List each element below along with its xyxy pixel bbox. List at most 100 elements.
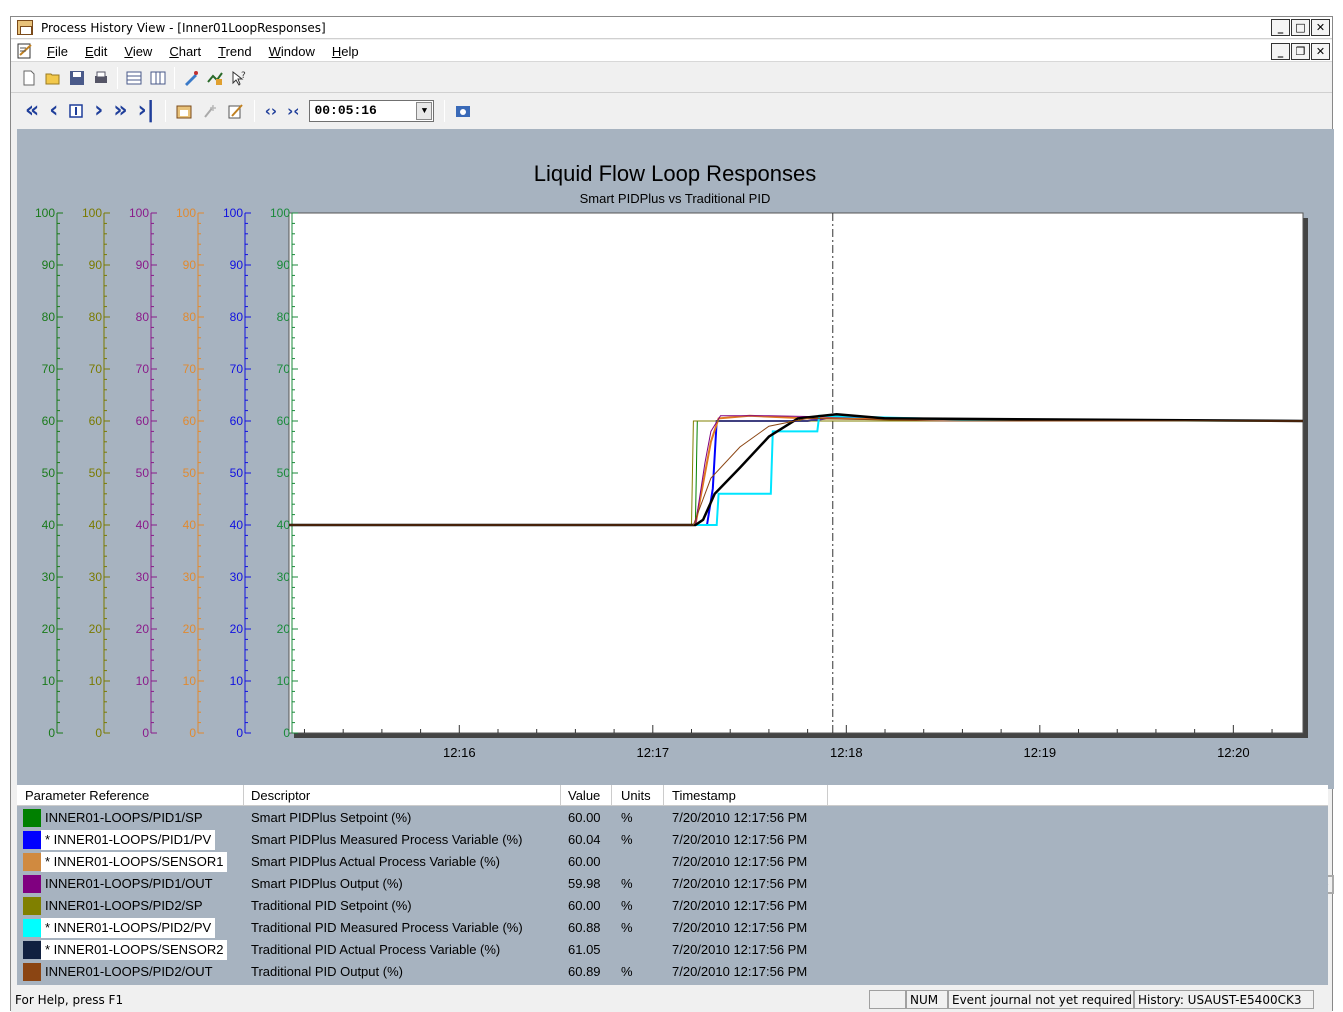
- trend-chart[interactable]: Liquid Flow Loop Responses Smart PIDPlus …: [17, 129, 1334, 763]
- table-row[interactable]: INNER01-LOOPS/PID2/SP Traditional PID Set…: [17, 895, 1328, 917]
- zoom-in-icon[interactable]: ‹›: [264, 102, 278, 120]
- header-parameter-reference[interactable]: Parameter Reference: [25, 788, 150, 803]
- header-value[interactable]: Value: [568, 788, 601, 803]
- window-title: Process History View - [Inner01LoopRespo…: [41, 21, 326, 35]
- parameter-reference: INNER01-LOOPS/PID1/OUT: [45, 876, 213, 891]
- table-row[interactable]: * INNER01-LOOPS/SENSOR1 Smart PIDPlus Act…: [17, 851, 1328, 873]
- add-pen-icon[interactable]: [202, 103, 218, 119]
- fast-forward-icon[interactable]: »: [113, 98, 128, 123]
- minimize-button[interactable]: _: [1271, 19, 1290, 36]
- y-tick-label: 0: [236, 726, 243, 740]
- first-icon[interactable]: «: [25, 98, 40, 123]
- mdi-close-button[interactable]: ✕: [1311, 43, 1330, 60]
- menu-edit[interactable]: Edit: [84, 44, 108, 59]
- history-icon[interactable]: [176, 103, 192, 119]
- pen-color-swatch: [23, 941, 41, 959]
- series-line-5: [289, 414, 1304, 526]
- menu-view[interactable]: View: [124, 44, 153, 59]
- menu-chart[interactable]: Chart: [169, 44, 202, 59]
- new-icon[interactable]: [21, 70, 37, 86]
- timestamp: 7/20/2010 12:17:56 PM: [672, 854, 808, 869]
- y-tick-label: 20: [277, 622, 291, 636]
- last-icon[interactable]: ›|: [137, 98, 155, 123]
- table-row[interactable]: INNER01-LOOPS/PID2/OUT Traditional PID Ou…: [17, 961, 1328, 983]
- y-tick-label: 60: [277, 414, 291, 428]
- x-tick-label: 12:20: [1217, 745, 1250, 760]
- next-icon[interactable]: ›: [94, 98, 104, 123]
- snapshot-icon[interactable]: [455, 103, 471, 119]
- parameter-reference: INNER01-LOOPS/PID2/OUT: [45, 964, 213, 979]
- save-icon[interactable]: [69, 70, 85, 86]
- header-units[interactable]: Units: [621, 788, 651, 803]
- vertical-split-icon[interactable]: [150, 70, 166, 86]
- y-tick-label: 50: [89, 466, 103, 480]
- horizontal-split-icon[interactable]: [126, 70, 142, 86]
- y-tick-label: 40: [183, 518, 197, 532]
- y-tick-label: 70: [230, 362, 244, 376]
- descriptor: Traditional PID Actual Process Variable …: [251, 942, 501, 957]
- pen-icon[interactable]: [183, 70, 199, 86]
- previous-icon[interactable]: ‹: [49, 98, 59, 123]
- y-tick-label: 70: [136, 362, 150, 376]
- y-tick-label: 70: [89, 362, 103, 376]
- value: 60.04: [568, 832, 601, 847]
- table-row[interactable]: * INNER01-LOOPS/PID2/PV Traditional PID M…: [17, 917, 1328, 939]
- mdi-minimize-button[interactable]: _: [1271, 43, 1290, 60]
- pen-color-swatch: [23, 897, 41, 915]
- navigation-toolbar: « ‹ › » ›| ‹› ›‹ 00:05:16 ▼: [11, 94, 1332, 127]
- help-pointer-icon[interactable]: ?: [231, 70, 247, 86]
- trend-chart-panel: Liquid Flow Loop Responses Smart PIDPlus …: [17, 129, 1334, 894]
- units: %: [621, 964, 633, 979]
- print-icon[interactable]: [93, 70, 109, 86]
- y-tick-label: 70: [183, 362, 197, 376]
- time-span-value: 00:05:16: [314, 103, 377, 118]
- y-tick-label: 90: [277, 258, 291, 272]
- menu-window[interactable]: Window: [268, 44, 315, 59]
- edit-pen-icon[interactable]: [228, 103, 244, 119]
- mdi-restore-button[interactable]: ❐: [1291, 43, 1310, 60]
- y-tick-label: 10: [136, 674, 150, 688]
- table-row[interactable]: INNER01-LOOPS/PID1/OUT Smart PIDPlus Outp…: [17, 873, 1328, 895]
- document-icon: [17, 43, 32, 59]
- pen-color-swatch: [23, 875, 41, 893]
- descriptor: Traditional PID Measured Process Variabl…: [251, 920, 523, 935]
- timestamp: 7/20/2010 12:17:56 PM: [672, 898, 808, 913]
- title-bar: Process History View - [Inner01LoopRespo…: [11, 17, 1332, 39]
- units: %: [621, 920, 633, 935]
- y-tick-label: 70: [42, 362, 56, 376]
- status-bar: For Help, press F1 NUM Event journal not…: [11, 987, 1332, 1012]
- y-tick-label: 40: [42, 518, 56, 532]
- menu-file[interactable]: File: [47, 44, 68, 59]
- y-tick-label: 100: [129, 206, 149, 220]
- status-history: History: USAUST-E5400CK3: [1134, 990, 1314, 1009]
- header-descriptor[interactable]: Descriptor: [251, 788, 311, 803]
- y-tick-label: 100: [176, 206, 196, 220]
- value: 60.89: [568, 964, 601, 979]
- table-row[interactable]: INNER01-LOOPS/PID1/SP Smart PIDPlus Setpo…: [17, 807, 1328, 829]
- parameter-reference: INNER01-LOOPS/PID1/SP: [45, 810, 203, 825]
- open-icon[interactable]: [45, 70, 61, 86]
- table-row[interactable]: * INNER01-LOOPS/SENSOR2 Traditional PID A…: [17, 939, 1328, 961]
- menu-help[interactable]: Help: [331, 44, 359, 59]
- x-tick-label: 12:18: [830, 745, 863, 760]
- value: 61.05: [568, 942, 601, 957]
- y-tick-label: 90: [89, 258, 103, 272]
- time-span-select[interactable]: 00:05:16 ▼: [309, 100, 435, 122]
- trend-icon[interactable]: [207, 70, 223, 86]
- table-row[interactable]: * INNER01-LOOPS/PID1/PV Smart PIDPlus Mea…: [17, 829, 1328, 851]
- toolbar-separator: [164, 100, 166, 122]
- chevron-down-icon[interactable]: ▼: [416, 102, 433, 120]
- close-button[interactable]: ✕: [1311, 19, 1330, 36]
- units: %: [621, 810, 633, 825]
- pen-color-swatch: [23, 963, 41, 981]
- toolbar-separator: [117, 67, 118, 89]
- pen-color-swatch: [23, 919, 41, 937]
- header-timestamp[interactable]: Timestamp: [672, 788, 736, 803]
- maximize-button[interactable]: □: [1291, 19, 1310, 36]
- pause-icon[interactable]: [68, 103, 84, 119]
- menu-trend[interactable]: Trend: [218, 44, 252, 59]
- y-tick-label: 80: [183, 310, 197, 324]
- y-tick-label: 90: [183, 258, 197, 272]
- zoom-out-icon[interactable]: ›‹: [287, 102, 300, 120]
- y-tick-label: 0: [95, 726, 102, 740]
